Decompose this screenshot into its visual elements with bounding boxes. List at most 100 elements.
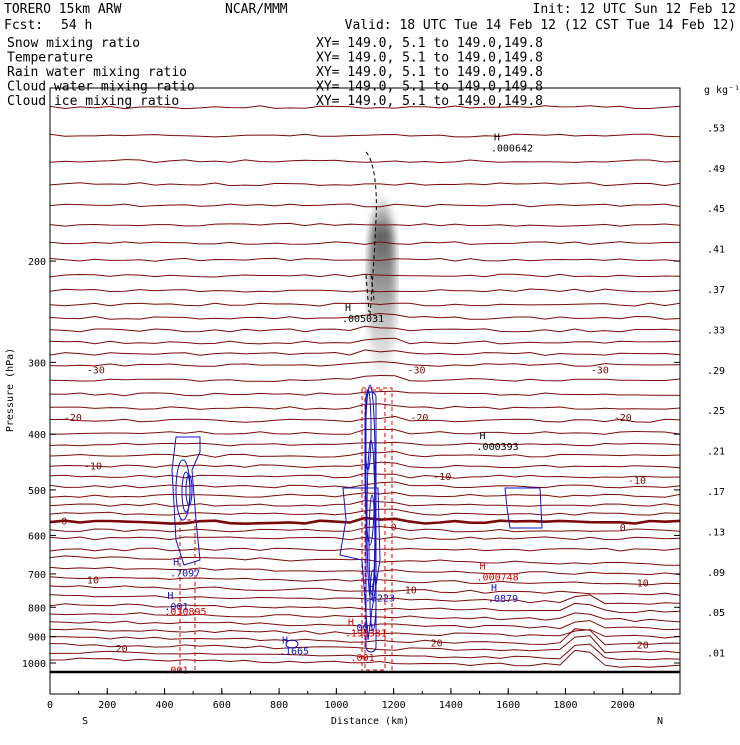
colorbar-tick-label: .01: [707, 649, 725, 660]
legend: Snow mixing ratio XY= 149.0, 5.1 to 149.0…: [7, 36, 543, 109]
valid-time: Valid: 18 UTC Tue 14 Feb 12 (12 CST Tue …: [345, 18, 736, 33]
rain-water-contour: [364, 389, 386, 671]
isotherm: [50, 105, 680, 110]
north-label: N: [657, 716, 663, 727]
extremum-value: .001: [351, 653, 375, 664]
isotherm: [50, 257, 680, 262]
isotherm: [50, 273, 680, 278]
extremum-value: .001: [164, 602, 188, 613]
x-tick-label: 1600: [496, 700, 520, 711]
cloud-water-contour: [368, 494, 376, 596]
colorbar-tick-label: .17: [707, 487, 725, 498]
isotherm: [50, 222, 680, 227]
x-tick-label: 1400: [439, 700, 463, 711]
isotherm: [50, 649, 680, 668]
isotherm: [50, 337, 680, 345]
y-axis-label: Pressure (hPa): [5, 348, 16, 432]
colorbar-tick-label: .49: [707, 164, 725, 175]
extrema-labels: H.000642H.005031H.000393H.7097H.000748H.…: [164, 133, 533, 677]
y-tick-label: 400: [28, 430, 46, 441]
cloud-ice-contour: [365, 151, 377, 316]
cloud-water-contour: [185, 474, 193, 506]
x-tick-label: 400: [156, 700, 174, 711]
plot-area: -30 -30 -30 -20 -20 -20 -10 -10 -10 0 0 0 10 10 10 20 20…: [50, 105, 680, 677]
cloud-water-contour: [364, 389, 372, 471]
y-tick-label: 800: [28, 603, 46, 614]
cloud-water-contour: [339, 487, 381, 641]
isotherm: [50, 325, 680, 333]
colorbar-tick-label: .33: [707, 325, 725, 336]
extremum-marker: H: [173, 558, 179, 569]
colorbar-tick-label: .53: [707, 123, 725, 134]
extremum-value: .198381: [345, 628, 387, 639]
extremum-marker: H: [491, 583, 497, 594]
extremum-marker: H: [167, 591, 173, 602]
isotherm-label: 0: [61, 516, 67, 527]
colorbar-tick-label: .21: [707, 447, 725, 458]
colorbar-tick-label: .45: [707, 204, 725, 215]
legend-entry-xy: XY= 149.0, 5.1 to 149.0,149.8: [316, 80, 543, 95]
organization-label: NCAR/MMM: [225, 2, 288, 17]
axes: 0 200 400 600 800 1000 1200 1400 1600 1800 2000200…: [22, 257, 681, 711]
isotherm-label: 20: [116, 644, 128, 655]
extremum-value: .0879: [488, 594, 518, 605]
isotherm-label: -10: [628, 476, 646, 487]
isotherm-label: -20: [614, 413, 632, 424]
y-tick-label: 900: [28, 633, 46, 644]
x-tick-label: 600: [213, 700, 231, 711]
isotherm-label: 0: [620, 523, 626, 534]
isotherm-label: 20: [431, 639, 443, 650]
extremum-value: .001: [351, 623, 375, 634]
legend-entry-name: Cloud water mixing ratio: [7, 80, 195, 95]
isotherm-label: -20: [410, 413, 428, 424]
isotherm-label: 10: [87, 575, 99, 586]
colorbar-tick-label: .13: [707, 527, 725, 538]
temperature-contour-labels: -30 -30 -30 -20 -20 -20 -10 -10 -10 0 0 0 10 10 10 20 20…: [61, 366, 648, 655]
isotherm: [50, 312, 680, 320]
cloud-water-contour: [364, 384, 376, 546]
colorbar-tick-label: .05: [707, 608, 725, 619]
cloud-water-contours: [171, 384, 543, 653]
x-tick-label: 1200: [382, 700, 406, 711]
isotherm: [50, 536, 680, 541]
isotherm: [50, 288, 680, 293]
y-tick-label: 300: [28, 358, 46, 369]
legend-entry-xy: XY= 149.0, 5.1 to 149.0,149.8: [316, 65, 543, 80]
x-tick-label: 1800: [553, 700, 577, 711]
colorbar-tick-label: .41: [707, 245, 725, 256]
isotherm-label: -10: [433, 472, 451, 483]
isotherm: [50, 361, 680, 367]
isotherm: [50, 576, 680, 586]
x-tick-label: 200: [98, 700, 116, 711]
isotherm-label: -10: [84, 461, 102, 472]
x-tick-label: 0: [47, 700, 53, 711]
cloud-water-contour: [285, 639, 299, 649]
extremum-marker: H: [480, 562, 486, 573]
isotherm: [50, 635, 680, 654]
legend-entry-name: Temperature: [7, 51, 93, 66]
cloud-ice-contours: [365, 151, 377, 316]
extremum-value: .7097: [170, 569, 200, 580]
isotherm: [50, 403, 680, 410]
legend-entry-xy: XY= 149.0, 5.1 to 149.0,149.8: [316, 36, 543, 51]
y-tick-label: 200: [28, 257, 46, 268]
colorbar-tick-label: .29: [707, 366, 725, 377]
extremum-marker: H: [348, 617, 354, 628]
init-time: Init: 12 UTC Sun 12 Feb 12: [533, 2, 737, 17]
isotherm-label: -30: [591, 366, 609, 377]
south-label: S: [82, 716, 88, 727]
extremum-marker: H: [494, 133, 500, 144]
snow-mixing-ratio-shading: [368, 195, 396, 385]
isotherm-label: -20: [64, 413, 82, 424]
cloud-water-contour: [504, 487, 543, 529]
isotherm: [50, 628, 680, 646]
y-tick-label: 500: [28, 486, 46, 497]
extremum-value: .000748: [477, 573, 519, 584]
y-tick-label: 600: [28, 531, 46, 542]
isotherm-label: -30: [87, 366, 105, 377]
isotherm: [50, 349, 680, 356]
colorbar-tick-label: .09: [707, 568, 725, 579]
extremum-marker: H: [368, 582, 374, 593]
cloud-water-contour: [365, 391, 377, 653]
